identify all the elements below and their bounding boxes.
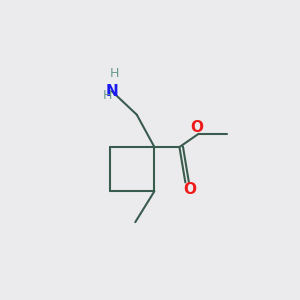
Text: O: O [190,120,204,135]
Text: H: H [110,67,119,80]
Text: H: H [103,89,112,102]
Text: N: N [105,84,118,99]
Text: O: O [183,182,196,197]
